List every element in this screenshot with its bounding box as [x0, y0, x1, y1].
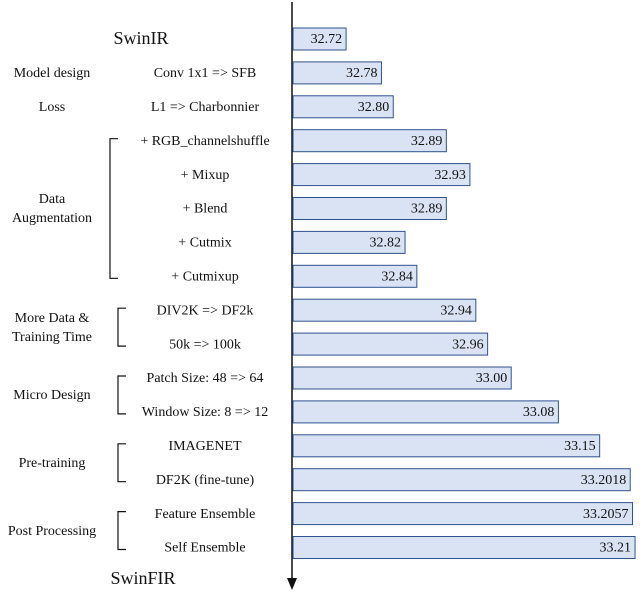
- value-label: 32.82: [370, 236, 402, 251]
- value-label: 33.2057: [583, 507, 629, 522]
- axis-arrow: [287, 578, 297, 590]
- value-label: 32.78: [346, 66, 378, 81]
- category-label: SwinIR: [113, 28, 168, 48]
- bar: [292, 434, 601, 458]
- group-bracket: [109, 138, 118, 279]
- category-label: + Cutmix: [178, 236, 231, 251]
- category-label: DF2K (fine-tune): [156, 473, 255, 488]
- category-label: L1 => Charbonnier: [151, 100, 260, 115]
- group-label: Pre-training: [19, 456, 86, 471]
- category-label: DIV2K => DF2k: [157, 303, 254, 318]
- category-label: IMAGENET: [168, 439, 242, 454]
- category-label: + Mixup: [181, 168, 230, 183]
- group-label: Data: [39, 192, 66, 207]
- bar: [292, 298, 477, 322]
- value-label: 32.89: [411, 134, 443, 149]
- end-label: SwinFIR: [110, 568, 175, 588]
- value-label: 32.93: [434, 168, 466, 183]
- group-label: Micro Design: [13, 388, 90, 403]
- bar: [292, 400, 559, 424]
- bar: [292, 129, 447, 153]
- value-label: 33.15: [564, 439, 596, 454]
- group-label: Augmentation: [12, 211, 92, 226]
- bar: [292, 502, 634, 526]
- value-label: 32.89: [411, 202, 443, 217]
- group-bracket: [117, 307, 126, 347]
- group-label: Loss: [39, 100, 65, 115]
- category-label: 50k => 100k: [169, 337, 241, 352]
- bar: [292, 366, 512, 390]
- value-label: 32.80: [358, 100, 390, 115]
- category-label: Self Ensemble: [164, 541, 245, 556]
- group-label: Post Processing: [8, 524, 96, 539]
- value-label: 32.96: [452, 337, 484, 352]
- group-bracket: [117, 511, 126, 551]
- category-label: Window Size: 8 => 12: [142, 405, 268, 420]
- category-label: Patch Size: 48 => 64: [147, 371, 264, 386]
- value-label: 33.21: [600, 541, 632, 556]
- value-label: 32.84: [381, 270, 413, 285]
- group-label: Model design: [14, 66, 91, 81]
- bar: [292, 536, 636, 559]
- value-label: 33.08: [523, 405, 555, 420]
- bar: [292, 468, 631, 492]
- group-bracket: [117, 375, 126, 415]
- bar: [292, 27, 347, 51]
- bar: [292, 163, 471, 187]
- group-label: More Data &: [15, 311, 90, 326]
- category-label: Conv 1x1 => SFB: [154, 66, 257, 81]
- bar: [292, 197, 447, 220]
- bar: [292, 61, 382, 85]
- bar: [292, 230, 406, 254]
- bar: [292, 264, 418, 288]
- category-label: + Blend: [183, 202, 228, 217]
- group-label: Training Time: [12, 330, 92, 345]
- value-label: 32.94: [440, 303, 472, 318]
- category-label: + RGB_channelshuffle: [140, 134, 269, 149]
- value-label: 33.2018: [581, 473, 627, 488]
- value-label: 32.72: [311, 32, 343, 47]
- value-label: 33.00: [476, 371, 508, 386]
- bar: [292, 95, 394, 119]
- category-label: + Cutmixup: [171, 270, 238, 285]
- bar: [292, 332, 489, 356]
- category-label: Feature Ensemble: [155, 507, 256, 522]
- group-bracket: [117, 443, 126, 483]
